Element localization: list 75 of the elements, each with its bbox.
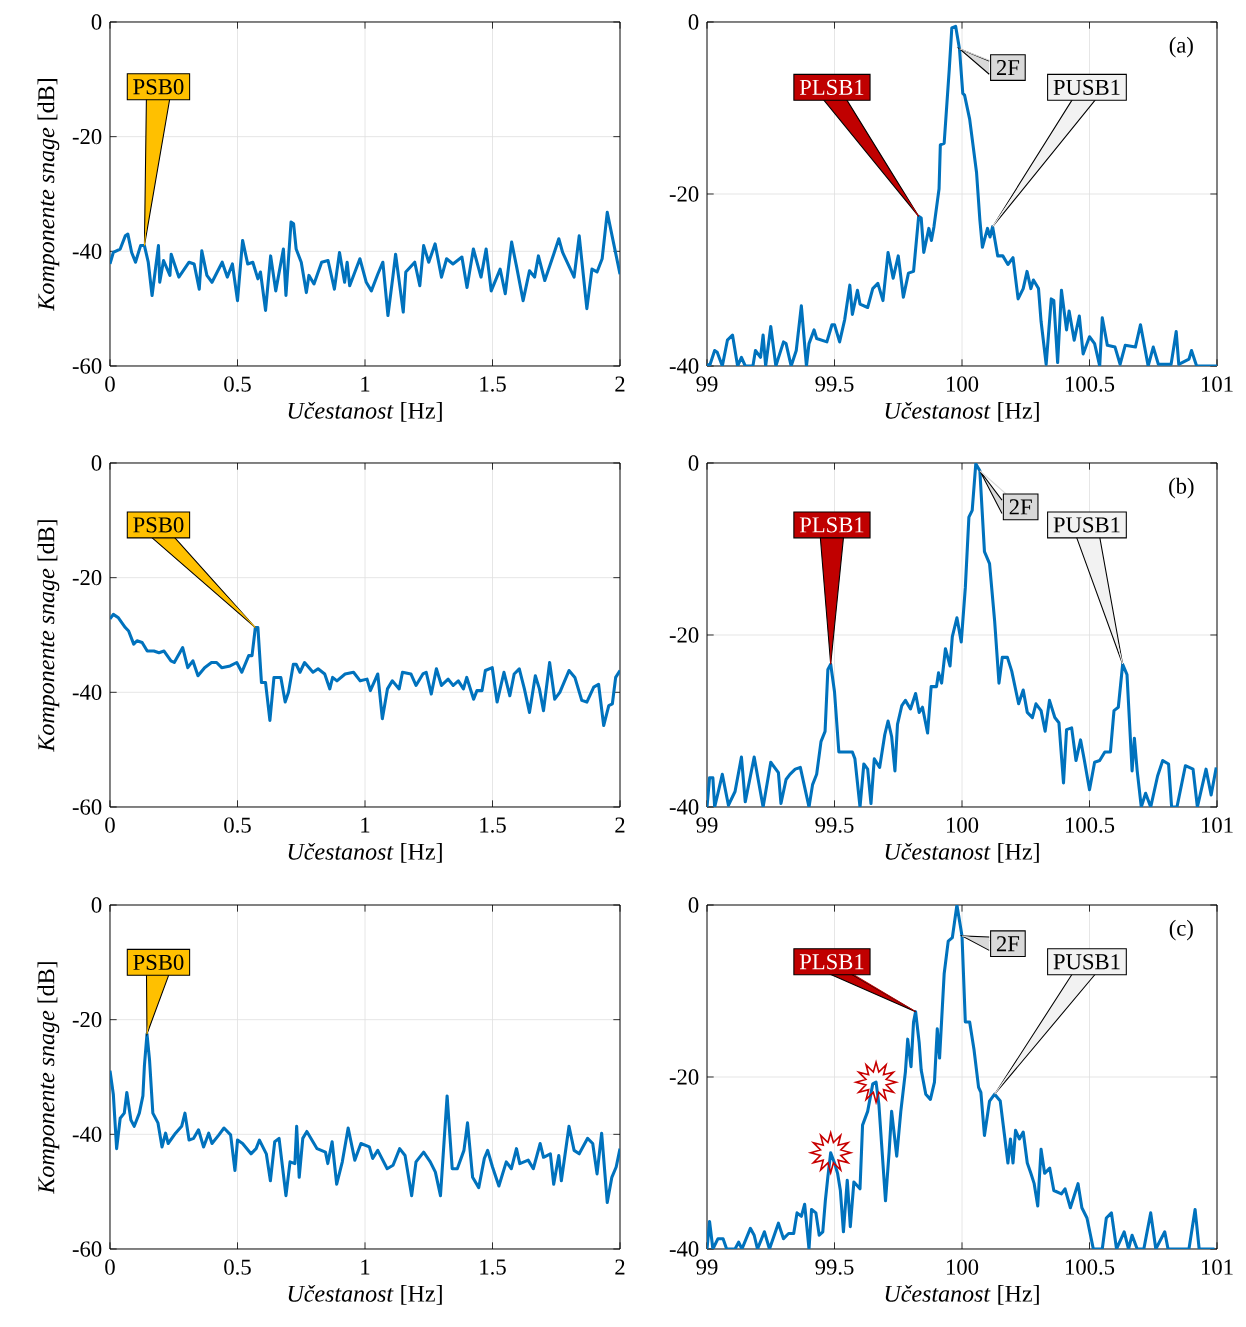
x-tick-label: 99 bbox=[696, 1259, 718, 1275]
x-tick-label: 0 bbox=[105, 817, 115, 833]
x-tick-label: 100.5 bbox=[1066, 817, 1115, 833]
y-tick-label: 0 bbox=[688, 14, 699, 30]
y-tick-label: -20 bbox=[669, 1069, 699, 1085]
annotation: PLSB1 bbox=[799, 954, 864, 970]
y-tick-label: -40 bbox=[669, 358, 699, 374]
x-tick-label: 0.5 bbox=[224, 817, 251, 833]
x-tick-label: 1 bbox=[361, 817, 370, 833]
x-tick-label: 100.5 bbox=[1066, 1259, 1115, 1275]
annotation: PUSB1 bbox=[1053, 954, 1120, 970]
x-tick-label: 100 bbox=[947, 376, 979, 392]
y-tick-label: -60 bbox=[72, 1241, 102, 1257]
x-tick-label: 99.5 bbox=[815, 1259, 854, 1275]
x-axis-title: Učestanost [Hz] bbox=[885, 401, 1039, 422]
x-axis-title: Učestanost [Hz] bbox=[288, 401, 442, 422]
x-tick-label: 100 bbox=[947, 817, 979, 833]
y-tick-label: -20 bbox=[72, 1012, 102, 1028]
annotation: 2F bbox=[996, 936, 1020, 952]
x-tick-label: 1.5 bbox=[480, 1259, 506, 1275]
annotation: (a) bbox=[1169, 36, 1193, 58]
x-tick-label: 1 bbox=[361, 1259, 370, 1275]
y-tick-label: -20 bbox=[72, 129, 102, 145]
y-tick-label: 0 bbox=[91, 455, 102, 471]
y-tick-label: -60 bbox=[72, 799, 102, 815]
annotation: PSB0 bbox=[133, 517, 184, 533]
y-tick-label: -40 bbox=[72, 684, 102, 700]
x-tick-label: 0.5 bbox=[224, 376, 251, 392]
x-tick-label: 100 bbox=[947, 1259, 979, 1275]
x-tick-label: 99.5 bbox=[815, 376, 854, 392]
y-tick-label: 0 bbox=[91, 897, 102, 913]
annotation: PSB0 bbox=[133, 79, 184, 95]
x-tick-label: 2 bbox=[615, 817, 625, 833]
annotation: 2F bbox=[996, 60, 1020, 76]
x-tick-label: 101 bbox=[1202, 376, 1233, 392]
y-tick-label: -60 bbox=[72, 358, 102, 374]
x-tick-label: 1.5 bbox=[480, 817, 506, 833]
y-tick-label: 0 bbox=[688, 455, 699, 471]
x-tick-label: 2 bbox=[615, 376, 625, 392]
x-tick-label: 99 bbox=[696, 817, 718, 833]
annotation: PLSB1 bbox=[799, 79, 864, 95]
y-axis-title: Komponente snage [dB] bbox=[37, 79, 60, 311]
y-axis-title: Komponente snage [dB] bbox=[37, 520, 60, 752]
x-tick-label: 1.5 bbox=[480, 376, 506, 392]
y-axis-title: Komponente snage [dB] bbox=[37, 962, 60, 1194]
annotation: (b) bbox=[1169, 477, 1194, 499]
annotation: PUSB1 bbox=[1053, 79, 1120, 95]
x-tick-label: 2 bbox=[615, 1259, 625, 1275]
x-tick-label: 101 bbox=[1202, 817, 1233, 833]
x-tick-label: 0.5 bbox=[224, 1259, 251, 1275]
x-tick-label: 0 bbox=[105, 376, 115, 392]
y-tick-label: -40 bbox=[72, 243, 102, 259]
x-tick-label: 101 bbox=[1202, 1259, 1233, 1275]
x-axis-title: Učestanost [Hz] bbox=[885, 1284, 1039, 1305]
x-axis-title: Učestanost [Hz] bbox=[885, 842, 1039, 863]
y-tick-label: -40 bbox=[669, 799, 699, 815]
annotation: PLSB1 bbox=[799, 517, 864, 533]
x-axis-title: Učestanost [Hz] bbox=[288, 842, 442, 863]
x-axis-title: Učestanost [Hz] bbox=[288, 1284, 442, 1305]
y-tick-label: 0 bbox=[688, 897, 699, 913]
annotation: (c) bbox=[1169, 919, 1193, 941]
x-tick-label: 1 bbox=[361, 376, 370, 392]
y-tick-label: 0 bbox=[91, 14, 102, 30]
y-tick-label: -20 bbox=[669, 627, 699, 643]
y-tick-label: -20 bbox=[669, 186, 699, 202]
x-tick-label: 99 bbox=[696, 376, 718, 392]
annotation: PUSB1 bbox=[1053, 517, 1120, 533]
annotation: PSB0 bbox=[133, 954, 184, 970]
annotation: 2F bbox=[1009, 499, 1032, 515]
y-tick-label: -20 bbox=[72, 570, 102, 586]
x-tick-label: 100.5 bbox=[1066, 376, 1115, 392]
x-tick-label: 99.5 bbox=[815, 817, 854, 833]
x-tick-label: 0 bbox=[105, 1259, 115, 1275]
y-tick-label: -40 bbox=[669, 1241, 699, 1257]
y-tick-label: -40 bbox=[72, 1126, 102, 1142]
